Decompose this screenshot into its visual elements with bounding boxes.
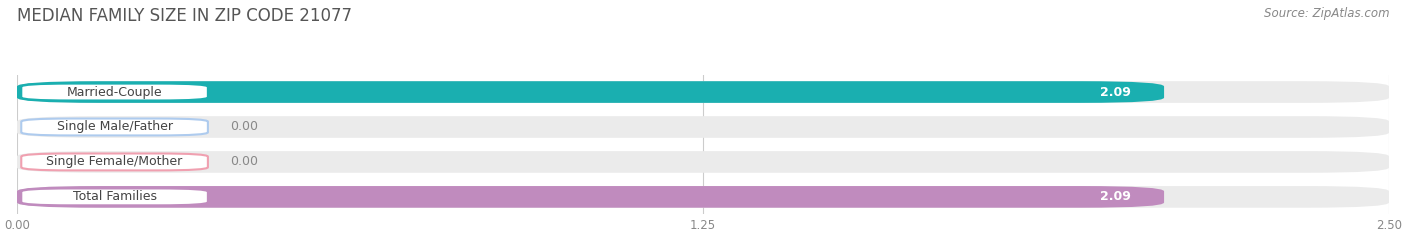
Text: 2.09: 2.09 [1101,86,1132,99]
FancyBboxPatch shape [21,154,208,170]
FancyBboxPatch shape [21,188,208,205]
Text: Single Male/Father: Single Male/Father [56,120,173,134]
Text: Source: ZipAtlas.com: Source: ZipAtlas.com [1264,7,1389,20]
Text: 0.00: 0.00 [229,155,257,168]
Text: MEDIAN FAMILY SIZE IN ZIP CODE 21077: MEDIAN FAMILY SIZE IN ZIP CODE 21077 [17,7,352,25]
FancyBboxPatch shape [17,81,1389,103]
FancyBboxPatch shape [17,151,1389,173]
FancyBboxPatch shape [21,119,208,135]
FancyBboxPatch shape [17,81,1164,103]
Text: 0.00: 0.00 [229,120,257,134]
FancyBboxPatch shape [17,186,1389,208]
Text: Single Female/Mother: Single Female/Mother [46,155,183,168]
FancyBboxPatch shape [17,116,1389,138]
Text: 2.09: 2.09 [1101,190,1132,203]
FancyBboxPatch shape [21,84,208,100]
Text: Total Families: Total Families [73,190,156,203]
FancyBboxPatch shape [17,186,1164,208]
Text: Married-Couple: Married-Couple [66,86,162,99]
